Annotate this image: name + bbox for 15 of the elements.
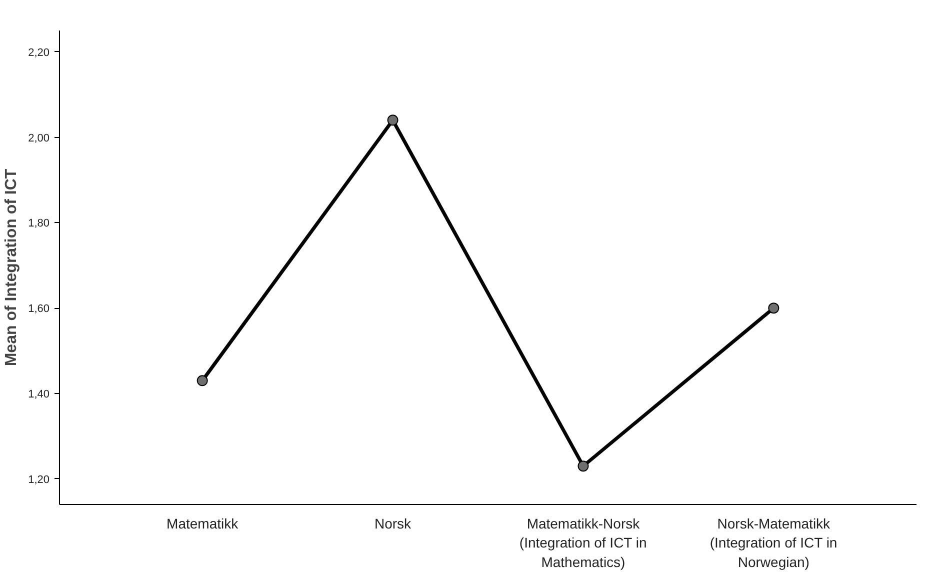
point bbox=[196, 375, 208, 386]
y-axis-title: Mean of Integration of ICT bbox=[3, 168, 20, 366]
y-tick-label: 1,40 bbox=[28, 388, 50, 400]
point bbox=[768, 302, 780, 314]
x-tick-label: Matematikk-Norsk (Integration of ICT in Mathematics) bbox=[519, 516, 647, 570]
y-tick-label: 2,00 bbox=[28, 132, 50, 144]
x-tick-label: Matematikk bbox=[166, 516, 240, 532]
x-tick-label: Norsk bbox=[374, 516, 412, 532]
y-tick-label: 1,20 bbox=[28, 474, 50, 486]
y-tick-label: 1,80 bbox=[28, 218, 50, 230]
x-tick-label: Norsk-Matematikk (Integration of ICT in Norwegian) bbox=[710, 516, 838, 570]
point bbox=[387, 114, 398, 126]
y-tick-label: 1,60 bbox=[28, 303, 50, 316]
y-tick-label: 2,20 bbox=[28, 46, 50, 59]
point bbox=[578, 460, 589, 472]
